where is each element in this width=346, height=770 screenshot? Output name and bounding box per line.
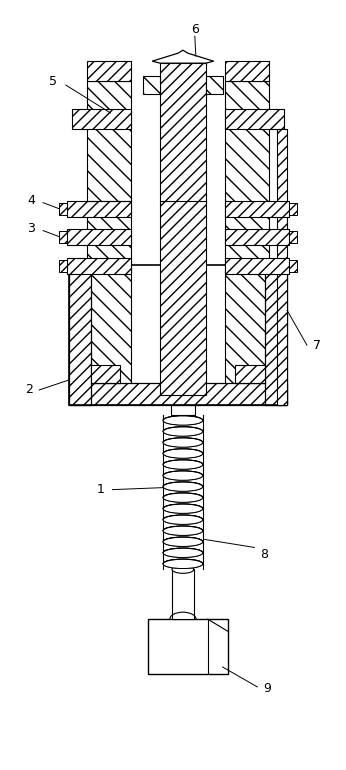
Bar (225, 259, 289, 274)
Ellipse shape (163, 438, 203, 447)
Bar (225, 201, 289, 216)
Bar (289, 260, 297, 273)
Ellipse shape (163, 526, 203, 535)
Bar (69, 266, 91, 405)
Bar (265, 266, 287, 405)
Text: 6: 6 (191, 23, 199, 35)
Ellipse shape (163, 416, 203, 425)
Bar (236, 365, 265, 383)
Bar (277, 129, 287, 405)
Ellipse shape (163, 482, 203, 491)
Bar (289, 203, 297, 215)
Text: 9: 9 (263, 682, 271, 695)
Bar (67, 229, 131, 245)
Bar (289, 230, 297, 243)
Ellipse shape (163, 438, 203, 447)
Ellipse shape (172, 565, 194, 574)
Ellipse shape (163, 548, 203, 557)
Bar (67, 201, 131, 216)
Bar (143, 76, 160, 94)
Ellipse shape (163, 460, 203, 469)
Text: 3: 3 (27, 222, 35, 235)
Bar (72, 109, 131, 129)
Ellipse shape (163, 515, 203, 524)
Ellipse shape (163, 416, 203, 425)
Ellipse shape (163, 427, 203, 436)
Text: 8: 8 (260, 548, 268, 561)
Bar (160, 63, 206, 395)
Polygon shape (152, 50, 214, 63)
Bar (206, 76, 222, 94)
Bar (59, 230, 67, 243)
Bar (59, 260, 67, 273)
Bar (171, 405, 195, 415)
Bar (69, 266, 287, 405)
Bar (172, 569, 194, 619)
Bar (225, 61, 269, 81)
Bar (87, 61, 131, 81)
Text: 4: 4 (27, 194, 35, 207)
Ellipse shape (163, 559, 203, 568)
Ellipse shape (163, 515, 203, 524)
Text: 7: 7 (313, 339, 321, 352)
Bar (87, 81, 131, 400)
Ellipse shape (163, 427, 203, 436)
Ellipse shape (163, 471, 203, 480)
Ellipse shape (163, 548, 203, 557)
Bar (148, 619, 228, 674)
Ellipse shape (163, 526, 203, 535)
Ellipse shape (163, 471, 203, 480)
Ellipse shape (163, 537, 203, 547)
Bar (225, 109, 284, 129)
Ellipse shape (163, 504, 203, 514)
Ellipse shape (163, 504, 203, 514)
Text: 2: 2 (25, 383, 33, 397)
Bar (69, 383, 287, 405)
Bar (225, 81, 269, 400)
Bar (225, 229, 289, 245)
Bar (67, 259, 131, 274)
Text: 5: 5 (49, 75, 57, 88)
Bar (91, 365, 120, 383)
Ellipse shape (163, 460, 203, 469)
Ellipse shape (163, 493, 203, 502)
Ellipse shape (163, 449, 203, 458)
Ellipse shape (163, 493, 203, 502)
Ellipse shape (163, 482, 203, 491)
Ellipse shape (163, 537, 203, 547)
Text: 1: 1 (97, 483, 104, 496)
Ellipse shape (163, 449, 203, 458)
Ellipse shape (163, 559, 203, 568)
Bar (59, 203, 67, 215)
